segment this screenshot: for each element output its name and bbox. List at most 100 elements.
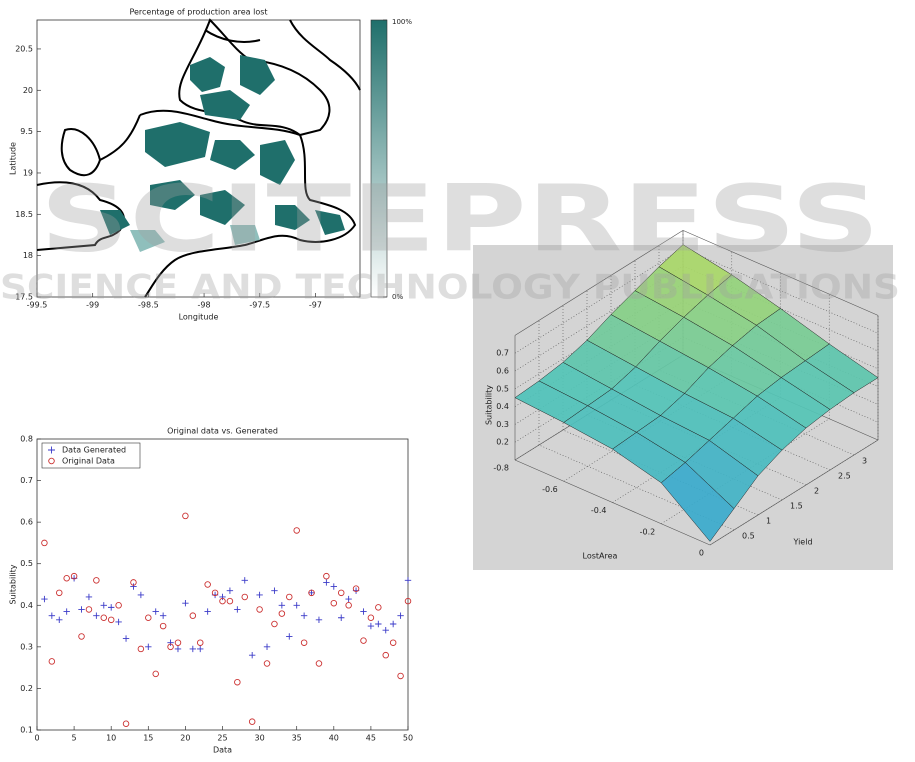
z-tick-label: 0.3 <box>496 420 509 429</box>
x-tick-label: -0.2 <box>640 527 656 536</box>
y-tick-label: 19 <box>23 168 33 177</box>
point <box>130 583 137 590</box>
x-axis-label: Data <box>213 746 232 755</box>
point <box>330 599 338 607</box>
point <box>196 639 204 646</box>
y-tick-label: 20 <box>23 86 33 95</box>
x-tick-label: -98.5 <box>138 301 159 310</box>
point <box>197 645 204 653</box>
x-tick-label: -99 <box>86 301 99 310</box>
y-tick-label: 2.5 <box>838 472 851 481</box>
z-tick-label: 0.5 <box>496 384 509 393</box>
point <box>248 651 256 659</box>
z-axis-label: Suitability <box>485 385 494 425</box>
point <box>167 639 174 646</box>
point <box>234 606 241 613</box>
point <box>241 593 249 601</box>
point <box>248 718 256 725</box>
chart-title: Percentage of production area lost <box>129 8 267 17</box>
y-tick-label: 0.3 <box>20 642 33 651</box>
point <box>108 604 115 611</box>
legend-marker <box>48 446 55 454</box>
y-tick-label: 0.2 <box>20 684 33 693</box>
watermark-subtitle: SCIENCE AND TECHNOLOGY PUBLICATIONS <box>0 268 900 308</box>
point <box>382 651 389 659</box>
point <box>330 583 337 590</box>
point <box>174 645 182 653</box>
y-axis-label: Latitude <box>9 142 18 175</box>
y-tick-label: 2 <box>814 487 819 496</box>
x-tick-label: -0.6 <box>542 485 558 494</box>
point <box>397 612 404 619</box>
x-tick-label: -98 <box>198 301 211 310</box>
point <box>404 597 412 605</box>
grid-line <box>682 283 879 370</box>
point <box>286 633 293 640</box>
point <box>367 622 375 630</box>
point <box>345 602 352 609</box>
x-tick-label: 50 <box>403 734 413 743</box>
z-tick-label: 0.2 <box>496 438 509 447</box>
point <box>85 593 93 601</box>
x-tick-label: 30 <box>255 734 265 743</box>
x-tick-label: -0.4 <box>591 506 607 515</box>
y-tick-label: 20.5 <box>15 44 33 53</box>
grid-line <box>709 439 879 546</box>
point <box>315 660 323 667</box>
point <box>182 600 189 607</box>
y-tick-label: 9.5 <box>20 127 33 136</box>
y-tick-label: 0.5 <box>742 532 755 541</box>
point <box>234 678 241 686</box>
x-tick-label: 35 <box>292 734 302 743</box>
point <box>145 614 152 622</box>
point <box>48 612 56 619</box>
z-tick-label: 0.7 <box>496 349 509 358</box>
point <box>278 602 286 609</box>
point <box>375 604 382 611</box>
point <box>211 589 219 597</box>
x-tick-label: 25 <box>217 734 227 743</box>
y-axis-label: Yield <box>792 538 812 547</box>
point <box>130 579 137 586</box>
point <box>167 643 174 651</box>
grid-line <box>682 265 879 352</box>
point <box>204 608 211 615</box>
legend-label: Data Generated <box>62 446 126 455</box>
x-tick-label: 45 <box>366 734 376 743</box>
x-tick-label: -99.5 <box>27 301 48 310</box>
x-tick-label: -97 <box>309 301 322 310</box>
point <box>323 572 330 580</box>
grid-line <box>682 247 879 334</box>
point <box>345 595 352 603</box>
x-tick-label: -97.5 <box>249 301 270 310</box>
y-tick-label: 0.4 <box>20 601 33 610</box>
point <box>182 512 189 520</box>
chart-title: Original data vs. Generated <box>167 427 278 436</box>
point <box>145 643 152 651</box>
x-axis-label: LostArea <box>583 552 618 561</box>
point <box>152 670 159 678</box>
point <box>293 602 300 609</box>
y-tick-label: 0.7 <box>20 476 33 485</box>
point <box>263 643 271 651</box>
legend-marker <box>48 457 55 465</box>
x-tick-label: 10 <box>106 734 116 743</box>
scatter-frame <box>36 438 409 731</box>
point <box>256 606 263 613</box>
y-tick-label: 0.8 <box>20 435 33 444</box>
point <box>360 637 367 644</box>
point <box>219 593 226 601</box>
point <box>263 660 271 667</box>
point <box>107 616 115 624</box>
grid-line <box>514 247 684 354</box>
point <box>241 577 248 584</box>
point <box>300 639 308 646</box>
point <box>41 595 48 603</box>
point <box>404 577 412 584</box>
point <box>352 585 360 592</box>
watermark-title: SCITEPRESS <box>40 165 880 272</box>
point <box>300 612 308 619</box>
point <box>219 597 226 605</box>
y-axis-label: Suitability <box>9 564 18 604</box>
point <box>338 614 345 621</box>
